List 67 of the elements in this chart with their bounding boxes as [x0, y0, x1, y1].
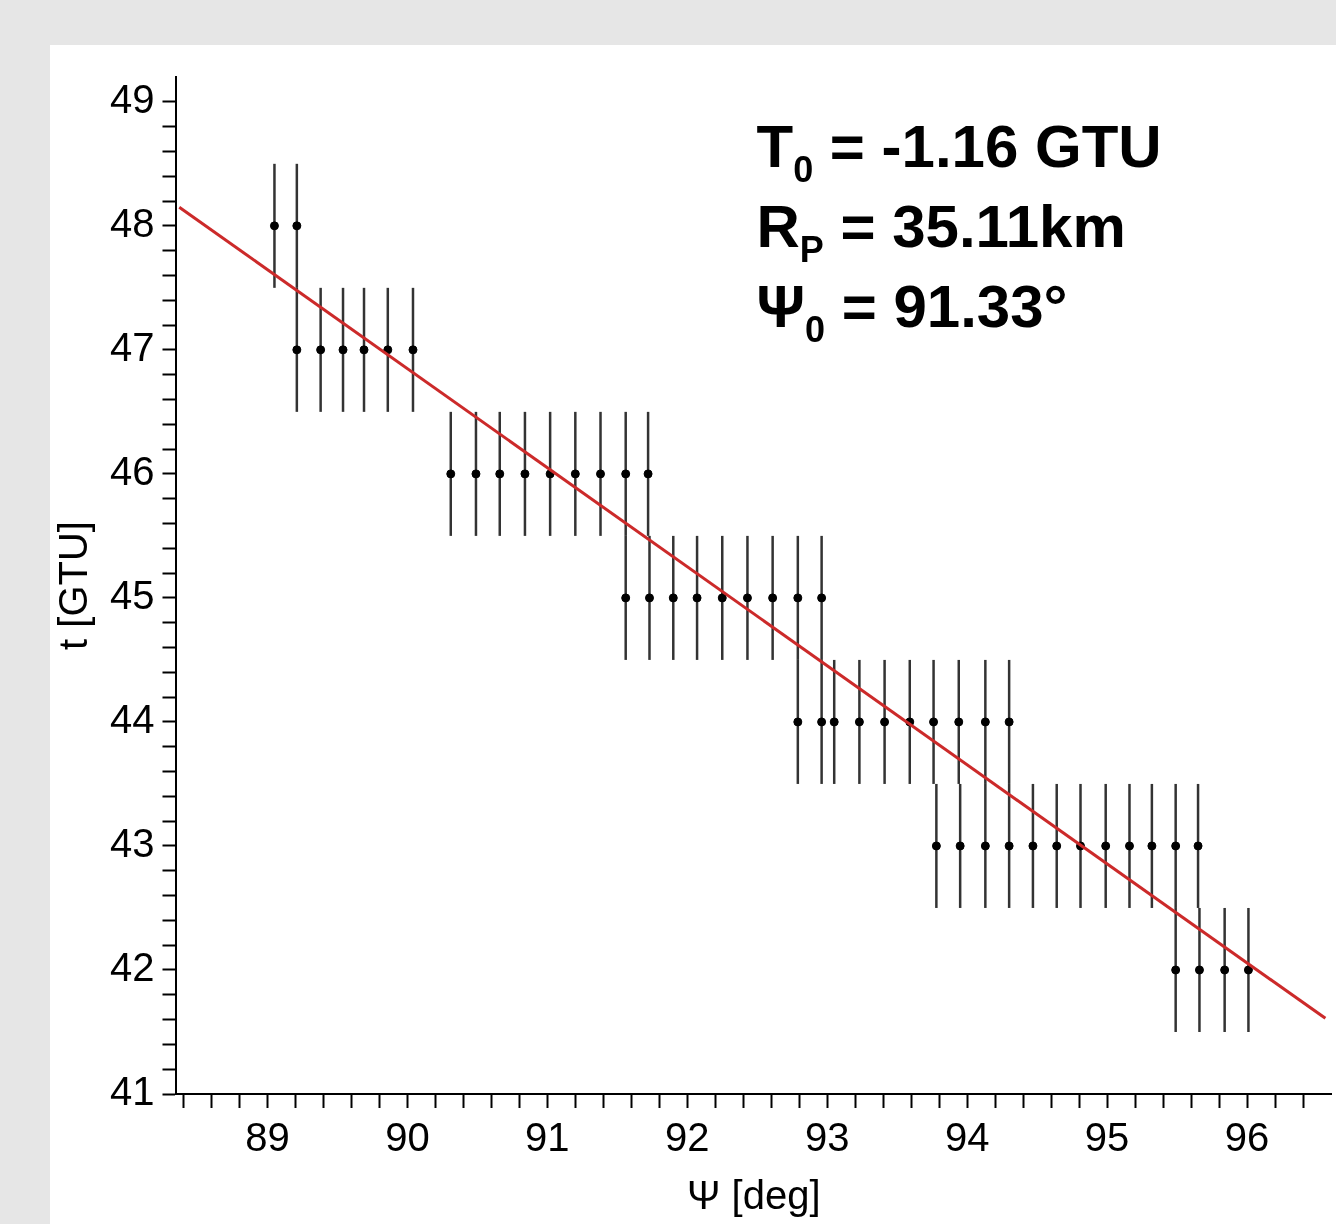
y-tick-label: 45 — [109, 572, 155, 617]
point — [1101, 841, 1111, 851]
y-tick-label: 48 — [109, 200, 155, 245]
point — [644, 593, 654, 603]
x-axis-title: Ψ [deg] — [687, 1173, 821, 1218]
y-tick-label: 43 — [109, 820, 155, 865]
point — [1004, 841, 1014, 851]
point — [520, 469, 530, 479]
point — [955, 841, 965, 851]
y-tick-label: 49 — [109, 76, 155, 121]
point — [880, 717, 890, 727]
point — [1171, 965, 1181, 975]
point — [742, 593, 752, 603]
point — [668, 593, 678, 603]
point — [929, 717, 939, 727]
point — [621, 593, 631, 603]
x-tick-label: 93 — [804, 1115, 850, 1160]
x-tick-label: 90 — [385, 1115, 430, 1160]
point — [817, 717, 827, 727]
point — [1052, 841, 1062, 851]
point — [359, 345, 369, 355]
point — [495, 469, 505, 479]
x-tick-label: 96 — [1224, 1115, 1270, 1160]
y-tick-label: 41 — [109, 1069, 155, 1114]
point — [570, 469, 580, 479]
point — [338, 345, 348, 355]
point — [269, 221, 279, 231]
x-tick-label: 91 — [525, 1115, 570, 1160]
point — [1193, 841, 1203, 851]
point — [768, 593, 778, 603]
point — [446, 469, 456, 479]
point — [643, 469, 653, 479]
point — [717, 593, 727, 603]
point — [829, 717, 839, 727]
y-tick-label: 42 — [109, 945, 155, 990]
point — [1171, 841, 1181, 851]
point — [596, 469, 606, 479]
x-tick-label: 95 — [1084, 1115, 1130, 1160]
point — [793, 717, 803, 727]
y-tick-label: 44 — [109, 696, 155, 741]
point — [471, 469, 481, 479]
point — [954, 717, 964, 727]
point — [854, 717, 864, 727]
y-tick-label: 46 — [109, 448, 155, 493]
point — [692, 593, 702, 603]
point — [621, 469, 631, 479]
point — [980, 841, 990, 851]
point — [292, 221, 302, 231]
point — [817, 593, 827, 603]
point — [1028, 841, 1038, 851]
point — [980, 717, 990, 727]
x-tick-label: 89 — [245, 1115, 290, 1160]
y-axis-title: t [GTU] — [51, 521, 96, 650]
point — [292, 345, 302, 355]
point — [1004, 717, 1014, 727]
point — [793, 593, 803, 603]
point — [408, 345, 418, 355]
point — [1147, 841, 1157, 851]
x-tick-label: 94 — [944, 1115, 990, 1160]
point — [1124, 841, 1134, 851]
point — [316, 345, 326, 355]
point — [1243, 965, 1253, 975]
point — [931, 841, 941, 851]
x-tick-label: 92 — [665, 1115, 710, 1160]
point — [1220, 965, 1230, 975]
point — [1194, 965, 1204, 975]
y-tick-label: 47 — [109, 324, 155, 369]
